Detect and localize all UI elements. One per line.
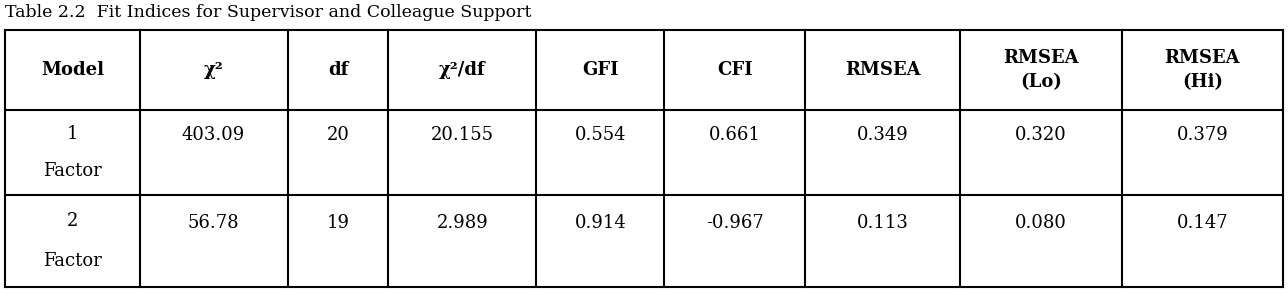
Text: Factor: Factor [43,252,102,270]
Text: 0.320: 0.320 [1015,126,1066,144]
Text: 0.147: 0.147 [1176,214,1227,232]
Text: Table 2.2  Fit Indices for Supervisor and Colleague Support: Table 2.2 Fit Indices for Supervisor and… [5,4,532,21]
Text: GFI: GFI [582,61,618,79]
Text: 19: 19 [326,214,349,232]
Text: RMSEA
(Lo): RMSEA (Lo) [1003,49,1078,91]
Text: 2.989: 2.989 [437,214,488,232]
Text: Factor: Factor [43,162,102,180]
Text: χ²/df: χ²/df [439,61,486,79]
Text: 1: 1 [67,125,79,143]
Text: 403.09: 403.09 [182,126,245,144]
Text: -0.967: -0.967 [706,214,764,232]
Text: CFI: CFI [717,61,752,79]
Text: 2: 2 [67,212,79,230]
Text: 0.113: 0.113 [857,214,909,232]
Text: df: df [327,61,348,79]
Text: RMSEA: RMSEA [845,61,921,79]
Text: 0.914: 0.914 [574,214,626,232]
Text: 0.554: 0.554 [574,126,626,144]
Text: 0.080: 0.080 [1015,214,1066,232]
Text: RMSEA
(Hi): RMSEA (Hi) [1164,49,1240,91]
Text: 56.78: 56.78 [188,214,240,232]
Text: 20.155: 20.155 [431,126,493,144]
Text: 0.379: 0.379 [1176,126,1229,144]
Text: χ²: χ² [204,61,223,79]
Text: 20: 20 [327,126,349,144]
Text: Model: Model [41,61,104,79]
Text: 0.661: 0.661 [708,126,761,144]
Text: 0.349: 0.349 [857,126,908,144]
